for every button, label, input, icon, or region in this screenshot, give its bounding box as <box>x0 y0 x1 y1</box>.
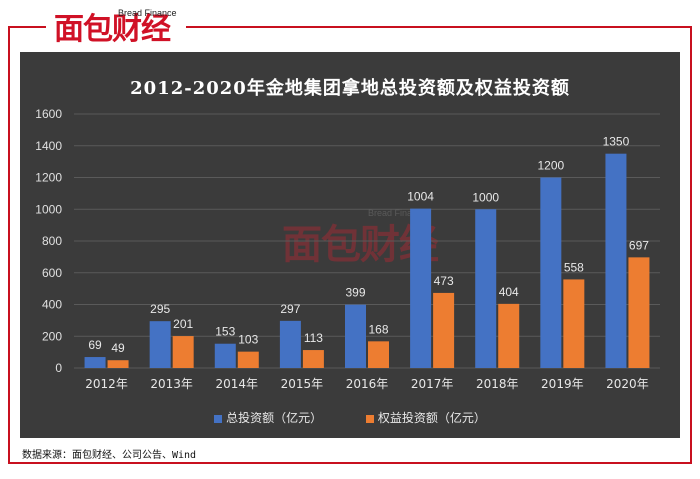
bar-total <box>149 321 171 368</box>
x-tick-label: 2015年 <box>281 377 324 391</box>
data-label-equity: 697 <box>629 238 649 252</box>
x-tick-label: 2020年 <box>606 377 649 391</box>
bar-total <box>605 153 627 368</box>
data-label-total: 1004 <box>407 190 434 204</box>
data-label-total: 297 <box>280 302 300 316</box>
x-tick-label: 2018年 <box>476 377 519 391</box>
bar-chart: 0 200 400 600 800 1000 1200 1400 1600 69 49 2012年 29… <box>35 107 660 391</box>
bar-total <box>214 343 236 368</box>
y-tick-label: 1600 <box>35 107 62 121</box>
data-label-total: 1000 <box>472 190 499 204</box>
legend-item-equity: 权益投资额（亿元） <box>365 409 486 426</box>
data-label-equity: 103 <box>238 333 258 347</box>
x-tick-label: 2013年 <box>150 377 193 391</box>
brand-logo: 面包财经 Bread Finance <box>46 8 186 52</box>
data-label-total: 1350 <box>603 135 630 149</box>
y-tick-label: 600 <box>42 266 62 280</box>
y-tick-label: 1200 <box>35 171 62 185</box>
y-tick-label: 800 <box>42 234 62 248</box>
legend-item-total: 总投资额（亿元） <box>214 409 322 426</box>
logo-subtext: Bread Finance <box>118 8 177 18</box>
chart-area: 2012-2020年金地集团拿地总投资额及权益投资额 面包财经 Bread Fi… <box>20 52 680 438</box>
bar-total <box>84 357 106 368</box>
y-tick-label: 1000 <box>35 202 62 216</box>
x-tick-label: 2016年 <box>346 377 389 391</box>
bar-total <box>540 177 562 368</box>
x-tick-label: 2014年 <box>216 377 259 391</box>
y-tick-label: 0 <box>55 361 62 375</box>
legend-label-equity: 权益投资额（亿元） <box>377 411 486 425</box>
bar-equity <box>302 350 324 368</box>
bar-total <box>475 209 497 368</box>
chart-legend: 总投资额（亿元） 权益投资额（亿元） <box>20 409 680 426</box>
data-label-equity: 113 <box>304 331 323 345</box>
y-tick-label: 1400 <box>35 139 62 153</box>
data-label-total: 295 <box>150 302 170 316</box>
bar-equity <box>368 341 389 368</box>
bar-equity <box>563 279 585 368</box>
legend-swatch-total <box>214 414 223 423</box>
data-label-total: 1200 <box>537 159 564 173</box>
y-tick-label: 400 <box>42 298 62 312</box>
bar-equity <box>433 292 455 368</box>
data-label-equity: 168 <box>368 322 388 336</box>
data-label-total: 69 <box>88 338 102 352</box>
bar-equity <box>628 257 650 368</box>
data-label-equity: 558 <box>564 260 584 274</box>
x-tick-label: 2012年 <box>85 377 128 391</box>
data-label-equity: 473 <box>434 274 454 288</box>
bar-total <box>279 320 301 368</box>
watermark-subtext: Bread Finance <box>368 208 427 218</box>
bar-total <box>410 208 432 368</box>
x-tick-label: 2019年 <box>541 377 584 391</box>
bar-equity <box>237 351 259 368</box>
bar-equity <box>498 303 520 368</box>
bar-total <box>345 304 366 368</box>
legend-label-total: 总投资额（亿元） <box>226 411 323 425</box>
legend-swatch-equity <box>365 414 374 423</box>
data-label-total: 399 <box>345 286 365 300</box>
y-tick-label: 200 <box>42 329 62 343</box>
chart-frame <box>8 26 692 464</box>
logo-text: 面包财经 <box>54 12 171 47</box>
data-label-equity: 201 <box>173 317 193 331</box>
data-label-equity: 404 <box>499 285 519 299</box>
data-label-total: 153 <box>215 325 235 339</box>
bar-equity <box>107 360 129 368</box>
x-tick-label: 2017年 <box>411 377 454 391</box>
bar-equity <box>172 336 194 368</box>
data-label-equity: 49 <box>111 341 125 355</box>
chart-title: 2012-2020年金地集团拿地总投资额及权益投资额 <box>130 78 570 99</box>
source-note: 数据来源：面包财经、公司公告、Wind <box>22 450 197 461</box>
